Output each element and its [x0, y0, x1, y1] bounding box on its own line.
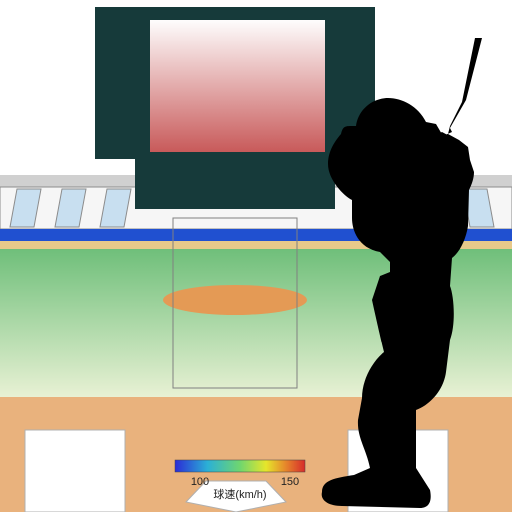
batters-box-left [25, 430, 125, 512]
scoreboard-base [135, 159, 335, 209]
speed-legend-title: 球速(km/h) [213, 487, 266, 501]
speed-legend-bar [175, 460, 305, 472]
svg-text:150: 150 [281, 476, 299, 488]
scoreboard-screen [150, 20, 325, 152]
pitchers-mound [163, 285, 307, 315]
svg-text:100: 100 [191, 476, 209, 488]
pitch-chart: 100 150 球速(km/h) [0, 0, 512, 512]
